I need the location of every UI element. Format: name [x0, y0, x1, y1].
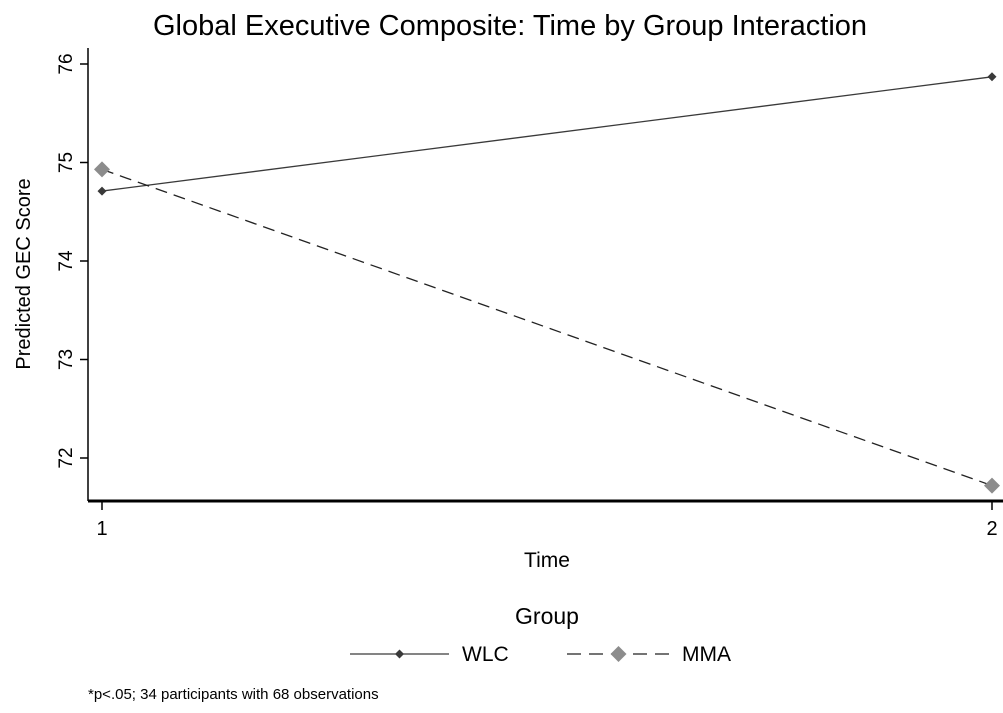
y-tick-label: 74 — [56, 250, 77, 272]
data-point-wlc — [987, 72, 997, 82]
series-wlc — [97, 72, 997, 196]
y-tick-label: 75 — [56, 152, 77, 173]
series-line-mma — [101, 168, 993, 487]
legend-title: Group — [515, 603, 579, 629]
series-line-wlc — [101, 76, 993, 192]
y-tick-label: 76 — [56, 53, 77, 74]
legend-label: WLC — [462, 643, 509, 666]
data-point-mma — [984, 477, 1000, 494]
chart-title: Global Executive Composite: Time by Grou… — [153, 10, 867, 42]
legend-marker — [610, 646, 627, 662]
data-point-mma — [94, 161, 110, 178]
y-axis-label: Predicted GEC Score — [13, 178, 35, 369]
legend-marker — [395, 649, 404, 659]
x-axis-label: Time — [524, 549, 570, 572]
legend-item-mma: MMA — [567, 643, 731, 666]
x-tick-label: 2 — [986, 518, 997, 540]
x-tick-label: 1 — [96, 518, 107, 540]
footnote: *p<.05; 34 participants with 68 observat… — [88, 686, 379, 703]
legend-item-wlc: WLC — [350, 643, 509, 666]
series-mma — [94, 161, 1000, 494]
data-point-wlc — [97, 186, 107, 196]
legend: WLC MMA — [350, 643, 731, 666]
legend-label: MMA — [682, 643, 731, 666]
y-tick-label: 72 — [56, 447, 77, 468]
y-tick-label: 73 — [56, 349, 77, 370]
